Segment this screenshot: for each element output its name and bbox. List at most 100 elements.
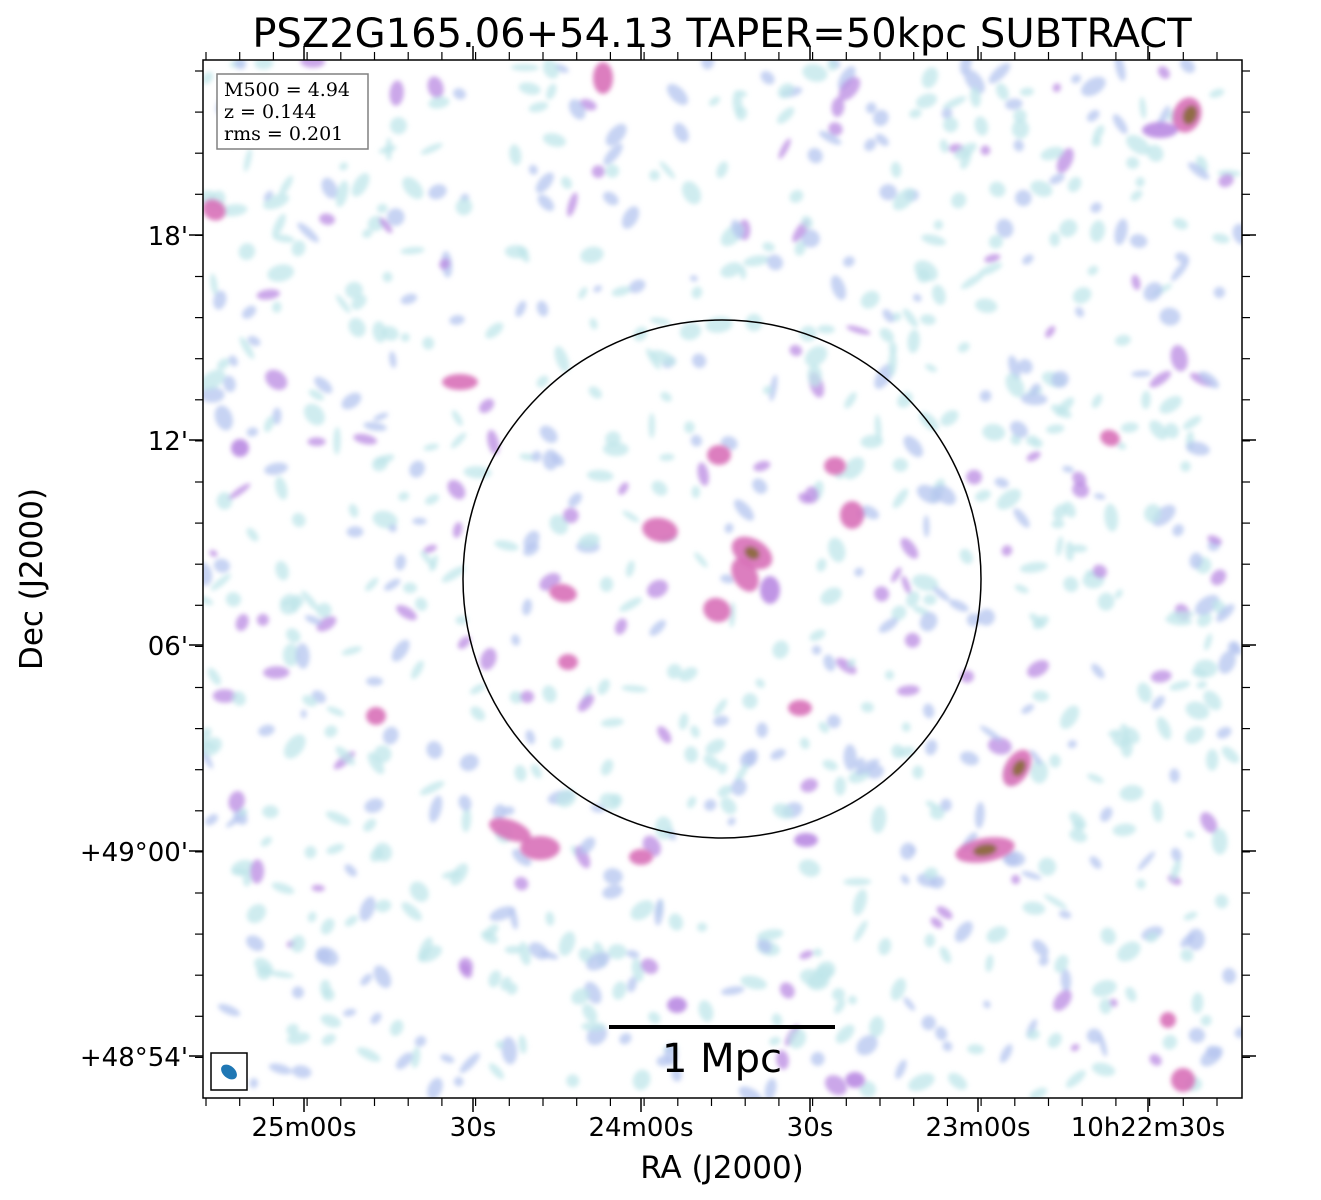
- noise-blob: [344, 915, 358, 927]
- noise-blob: [335, 294, 351, 314]
- noise-blob: [386, 208, 405, 226]
- noise-blob: [756, 722, 768, 738]
- noise-blob: [678, 713, 689, 730]
- noise-blob: [989, 181, 1006, 198]
- x-tick-label-1: 25m00s: [251, 1113, 356, 1143]
- noise-blob: [684, 746, 699, 763]
- noise-blob: [423, 443, 439, 451]
- noise-blob: [1038, 955, 1049, 967]
- noise-blob: [243, 148, 252, 172]
- noise-blob: [835, 1024, 855, 1044]
- noise-blob: [869, 1016, 885, 1038]
- noise-blob: [335, 746, 356, 766]
- noise-blob: [1052, 504, 1068, 520]
- noise-blob: [1126, 135, 1150, 155]
- noise-blob: [734, 762, 749, 784]
- noise-blob: [401, 902, 422, 921]
- noise-blob: [238, 808, 247, 817]
- noise-blob: [1141, 390, 1151, 410]
- noise-blob: [799, 950, 814, 960]
- emission-blob: [366, 707, 386, 725]
- noise-blob: [605, 164, 620, 178]
- noise-blob: [1171, 847, 1182, 862]
- noise-blob: [1010, 421, 1028, 438]
- noise-blob: [372, 321, 387, 343]
- noise-blob: [325, 811, 351, 826]
- noise-blob: [895, 1059, 907, 1079]
- noise-blob: [892, 458, 909, 472]
- noise-blob: [923, 515, 930, 538]
- noise-blob: [1029, 749, 1042, 765]
- noise-blob: [1046, 424, 1065, 434]
- noise-blob: [1081, 76, 1106, 97]
- noise-blob: [228, 355, 238, 367]
- noise-blob: [1188, 1027, 1206, 1043]
- noise-blob: [597, 679, 610, 695]
- noise-blob: [1130, 190, 1143, 202]
- noise-blob: [942, 96, 967, 110]
- noise-blob: [262, 805, 279, 819]
- noise-blob: [603, 868, 623, 885]
- noise-blob: [577, 694, 595, 712]
- noise-blob: [326, 706, 345, 717]
- noise-blob: [449, 315, 465, 325]
- emission-blob: [1012, 759, 1026, 777]
- noise-blob: [628, 279, 646, 294]
- noise-blob: [351, 294, 367, 310]
- noise-blob: [1040, 146, 1064, 161]
- noise-blob: [228, 791, 245, 812]
- noise-blob: [1169, 680, 1191, 691]
- noise-blob: [519, 453, 536, 461]
- noise-blob: [904, 632, 921, 648]
- noise-blob: [654, 898, 664, 926]
- noise-blob: [891, 605, 907, 621]
- noise-blob: [925, 739, 938, 756]
- noise-blob: [906, 590, 920, 608]
- noise-blob: [622, 510, 640, 523]
- noise-blob: [269, 970, 294, 978]
- noise-blob: [1022, 901, 1046, 915]
- noise-blob: [469, 683, 486, 695]
- noise-blob: [799, 325, 817, 342]
- noise-blob: [664, 1044, 678, 1066]
- noise-blob: [1114, 589, 1123, 599]
- noise-blob: [1063, 501, 1076, 518]
- noise-blob: [942, 117, 959, 133]
- noise-blob: [479, 398, 495, 414]
- noise-blob: [536, 375, 549, 388]
- noise-blob: [542, 60, 559, 79]
- noise-blob: [794, 240, 806, 256]
- noise-blob: [1125, 986, 1137, 1002]
- noise-blob: [798, 859, 821, 877]
- noise-blob: [488, 1063, 505, 1080]
- noise-blob: [1114, 334, 1131, 346]
- noise-blob: [896, 685, 920, 696]
- noise-blob: [1204, 633, 1213, 651]
- noise-blob: [389, 80, 404, 106]
- noise-blob: [731, 219, 744, 240]
- noise-blob: [1145, 932, 1159, 943]
- noise-blob: [246, 527, 259, 542]
- noise-blob: [762, 242, 775, 252]
- noise-blob: [897, 391, 913, 408]
- noise-blob: [423, 544, 437, 554]
- noise-blob: [414, 597, 428, 611]
- noise-blob: [260, 836, 272, 847]
- noise-blob: [691, 353, 707, 369]
- noise-blob: [290, 594, 304, 608]
- radio-image: [203, 60, 1242, 1098]
- noise-blob: [1119, 723, 1130, 737]
- noise-blob: [426, 741, 443, 759]
- noise-blob: [619, 1033, 632, 1045]
- noise-blob: [611, 286, 631, 297]
- noise-blob: [575, 845, 591, 869]
- noise-blob: [488, 970, 502, 988]
- noise-blob: [429, 554, 439, 572]
- noise-blob: [818, 130, 842, 145]
- noise-blob: [686, 796, 697, 809]
- noise-blob: [957, 342, 970, 353]
- noise-blob: [860, 434, 884, 449]
- noise-blob: [593, 285, 603, 293]
- noise-blob: [921, 1015, 936, 1031]
- noise-blob: [335, 180, 349, 208]
